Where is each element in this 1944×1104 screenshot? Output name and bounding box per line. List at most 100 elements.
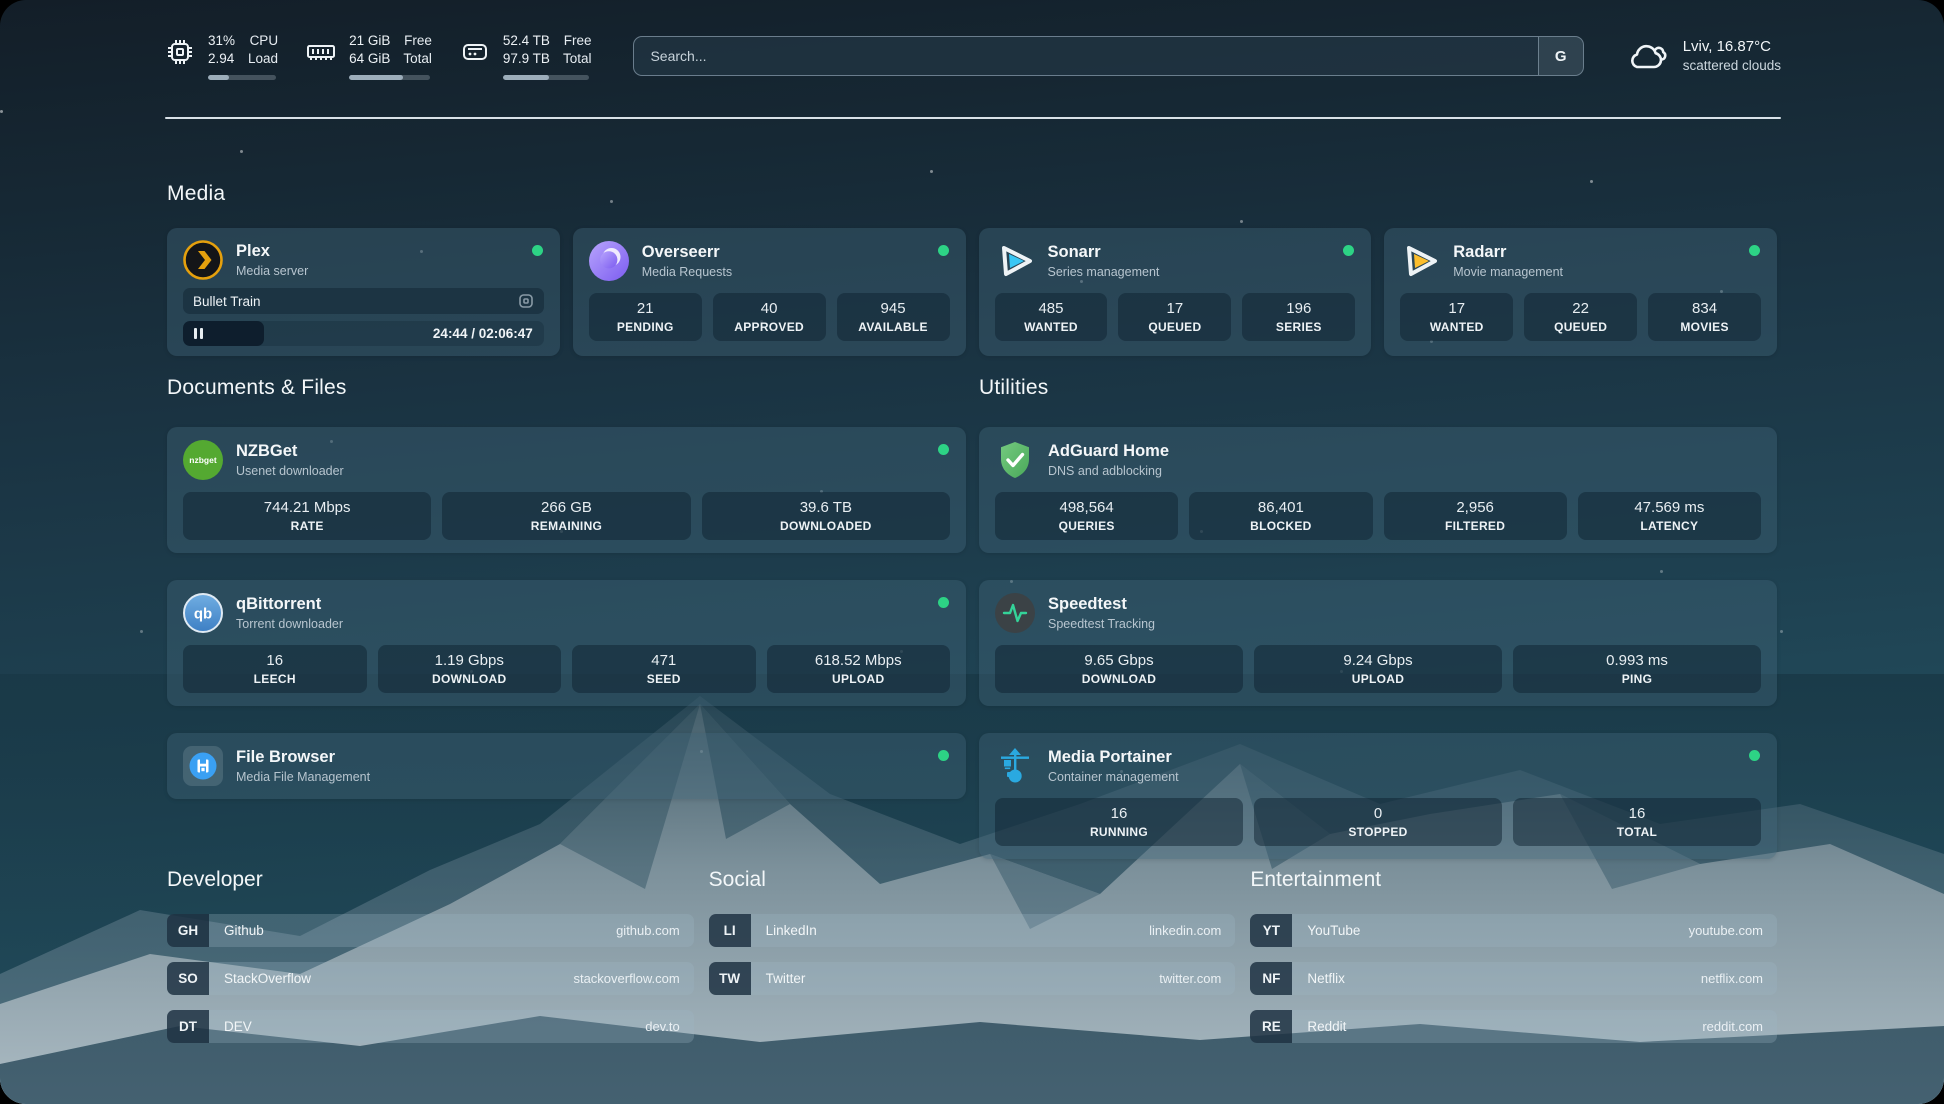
stat-box: 744.21 Mbps RATE [183,492,432,540]
cpu-labels: CPU Load [248,33,279,66]
app-card-radarr[interactable]: Radarr Movie management 17 WANTED 22 QUEUE… [1384,228,1777,356]
stat-box: 40 APPROVED [712,293,826,341]
stat-box: 86,401 BLOCKED [1189,492,1373,540]
speedtest-icon [995,593,1035,633]
pause-icon [194,328,203,339]
app-name: Speedtest [1048,595,1127,613]
link-badge: SO [167,962,209,995]
memory-stat: 21 GiB 64 GiB Free Total [306,32,432,80]
app-card-adguard[interactable]: AdGuard Home DNS and adblocking 498,564 Q… [979,427,1777,553]
app-card-sonarr[interactable]: Sonarr Series management 485 WANTED 17 QUE… [978,228,1372,356]
svg-text:nzbget: nzbget [189,455,217,465]
disk-progress-bar [502,75,590,80]
adguard-icon [1001,442,1029,478]
weather-location-temp: Lviv, 16.87°C [1682,38,1771,55]
link-badge: YT [1250,914,1293,947]
media-cards-row: Plex Media server Bullet Train 24:44 / 0… [167,228,1777,356]
memory-icon [307,45,336,60]
memory-labels: Free Total [403,33,432,66]
memory-values: 21 GiB 64 GiB [349,33,391,66]
section-documents: Documents & Files nzbget NZBGet Usenet d… [167,376,966,826]
app-card-overseerr[interactable]: Overseerr Media Requests 21 PENDING 40 APP… [572,228,966,356]
stat-box: 22 QUEUED [1524,293,1638,341]
cpu-stat: 31% 2.94 CPU Load [165,32,278,80]
portainer-icon [1001,748,1029,783]
stat-box: 9.65 Gbps DOWNLOAD [995,645,1243,693]
link-reddit[interactable]: RE Reddit reddit.com [1250,1010,1778,1043]
app-card-portainer[interactable]: Media Portainer Container management 16 R… [979,733,1777,859]
now-playing-elapsed [183,321,265,346]
app-name: Overseerr [641,243,720,261]
app-name: File Browser [236,748,336,766]
link-stackoverflow[interactable]: SO StackOverflow stackoverflow.com [167,962,694,995]
cpu-icon [168,40,192,64]
disk-icon [462,44,487,60]
app-subtitle: DNS and adblocking [1048,464,1162,478]
media-session-icon[interactable] [518,293,534,309]
search-engine-button[interactable]: G [1537,37,1583,75]
app-card-qbittorrent[interactable]: qb qBittorrent Torrent downloader 16 LEEC… [167,580,966,706]
app-card-filebrowser[interactable]: File Browser Media File Management [167,733,966,799]
cpu-values: 31% 2.94 [208,33,236,66]
stat-box: 0.993 ms PING [1513,645,1761,693]
section-developer: Developer GH Github github.com SO StackO… [167,868,694,1058]
system-stats: 31% 2.94 CPU Load 21 GiB 64 GiB Free Total [165,32,591,80]
link-netflix[interactable]: NF Netflix netflix.com [1250,962,1778,995]
link-twitter[interactable]: TW Twitter twitter.com [708,962,1236,995]
link-badge: RE [1250,1010,1293,1043]
stat-box: 17 WANTED [1400,293,1514,341]
link-github[interactable]: GH Github github.com [167,914,694,947]
section-title-social: Social [708,868,766,891]
radarr-icon [1407,246,1438,276]
overseerr-icon [588,241,629,281]
link-linkedin[interactable]: LI LinkedIn linkedin.com [708,914,1236,947]
app-subtitle: Container management [1048,770,1179,784]
sonarr-icon [1001,246,1032,276]
status-online-dot [1749,245,1760,256]
memory-progress-bar [349,75,430,80]
stat-box: 1.19 Gbps DOWNLOAD [377,645,561,693]
link-badge: GH [167,914,209,947]
status-online-dot [531,245,543,256]
section-title-utilities: Utilities [979,376,1049,399]
search-bar[interactable]: G [633,36,1584,76]
section-title-developer: Developer [167,868,263,891]
app-name: Media Portainer [1048,748,1172,766]
stat-box: 834 MOVIES [1648,293,1762,341]
app-subtitle: Movie management [1453,265,1564,279]
stat-box: 196 SERIES [1242,293,1356,341]
link-youtube[interactable]: YT YouTube youtube.com [1250,914,1778,947]
section-entertainment: Entertainment YT YouTube youtube.com NF … [1250,868,1778,1058]
status-online-dot [1343,245,1355,256]
section-title-entertainment: Entertainment [1250,868,1382,891]
status-online-dot [1749,750,1760,761]
app-subtitle: Usenet downloader [236,464,344,478]
header-divider [165,117,1781,119]
stat-box: 0 STOPPED [1254,798,1502,846]
app-name: Plex [236,242,270,260]
section-utilities: Utilities AdGuard Home DNS and adblockin… [979,376,1777,886]
snow-specks [0,110,3,113]
app-card-plex[interactable]: Plex Media server Bullet Train 24:44 / 0… [167,228,560,356]
now-playing-time: 24:44 / 02:06:47 [432,326,533,341]
app-name: qBittorrent [236,595,322,613]
now-playing-progress-bar: 24:44 / 02:06:47 [183,321,544,346]
disk-stat: 52.4 TB 97.9 TB Free Total [460,32,591,80]
app-card-nzbget[interactable]: nzbget NZBGet Usenet downloader 744.21 M… [167,427,966,553]
filebrowser-icon [183,746,223,786]
stat-box: 485 WANTED [994,293,1108,341]
search-input[interactable] [634,37,1538,75]
link-badge: LI [708,914,751,947]
section-social: Social LI LinkedIn linkedin.com TW Twitt… [708,868,1236,1058]
nzbget-icon: nzbget [183,440,223,480]
app-subtitle: Media File Management [236,770,371,784]
svg-text:qb: qb [194,606,212,623]
stat-box: 16 RUNNING [995,798,1243,846]
section-title-media: Media [167,182,226,205]
stat-box: 17 QUEUED [1118,293,1232,341]
link-dev[interactable]: DT DEV dev.to [167,1010,694,1043]
cpu-progress-bar [208,75,277,80]
now-playing-title: Bullet Train [193,293,261,309]
app-card-speedtest[interactable]: Speedtest Speedtest Tracking 9.65 Gbps DO… [979,580,1777,706]
